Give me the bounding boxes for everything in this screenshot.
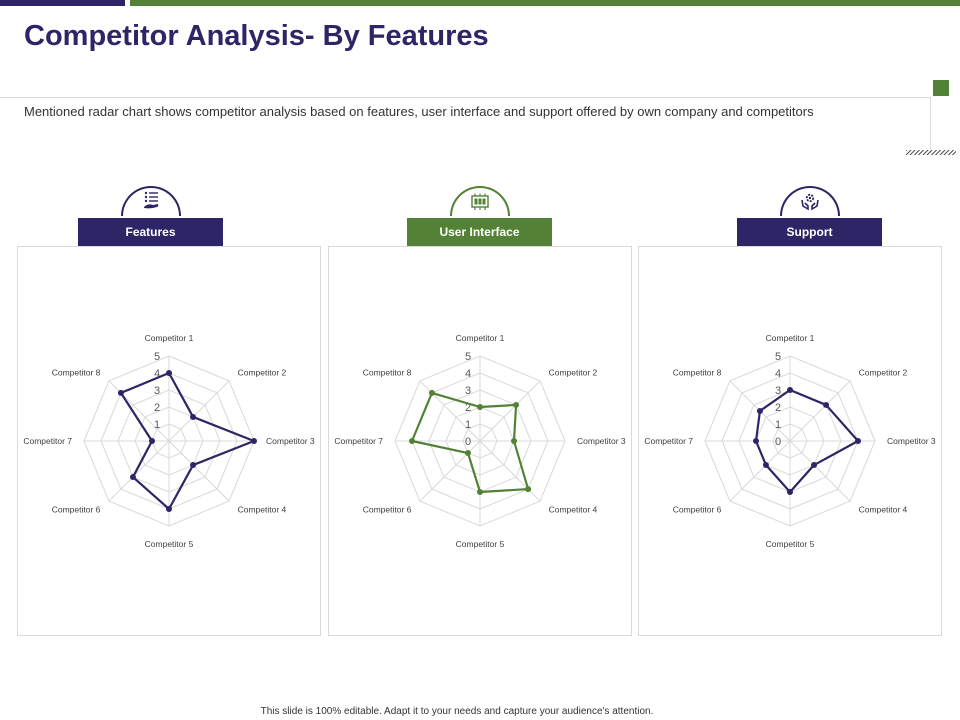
radar-tick-label: 1 [154, 419, 160, 431]
radar-category-label: Competitor 8 [363, 367, 412, 377]
page-title: Competitor Analysis- By Features [24, 20, 489, 52]
radar-data-point [753, 438, 759, 444]
radar-category-label: Competitor 5 [456, 539, 505, 549]
radar-data-point [166, 506, 172, 512]
radar-tick-label: 3 [775, 385, 781, 397]
radar-data-point [117, 389, 124, 396]
radar-data-point [129, 474, 136, 481]
support-radar-chart: 0 1 2 3 4 5 Competitor 1 Competitor 2 Competitor… [644, 333, 936, 549]
radar-category-label: Competitor 6 [52, 505, 101, 515]
radar-category-label: Competitor 2 [238, 367, 287, 377]
radar-spoke [479, 380, 541, 442]
radar-tick-label: 2 [465, 402, 471, 414]
radar-data-point [477, 489, 483, 495]
divider-line-vertical [930, 97, 931, 149]
user-interface-chart-panel: 0 1 2 3 4 5 Competitor 1 Competitor 2 Competitor… [328, 246, 632, 636]
radar-category-label: Competitor 6 [363, 505, 412, 515]
radar-data-point [823, 401, 830, 408]
radar-spoke [729, 440, 791, 502]
radar-category-label: Competitor 2 [549, 367, 598, 377]
radar-category-label: Competitor 4 [238, 505, 287, 515]
radar-category-label: Competitor 8 [673, 367, 722, 377]
radar-tick-label: 4 [775, 368, 781, 380]
radar-data-point [428, 389, 435, 396]
radar-category-label: Competitor 8 [52, 367, 101, 377]
user-interface-label-bar: User Interface [407, 218, 552, 246]
support-hands-gear-icon [801, 193, 819, 211]
list-hand-icon [144, 191, 159, 209]
radar-tick-label: 0 [465, 436, 471, 448]
divider-line [0, 97, 930, 98]
radar-tick-label: 3 [154, 385, 160, 397]
features-chart-panel: 1 2 3 4 5 Competitor 1 Competitor 2 Competitor … [17, 246, 321, 636]
radar-tick-label: 1 [775, 419, 781, 431]
radar-category-label: Competitor 6 [673, 505, 722, 515]
radar-data-point [149, 438, 155, 444]
radar-category-label: Competitor 3 [887, 436, 936, 446]
footer-note: This slide is 100% editable. Adapt it to… [260, 706, 654, 717]
radar-data-point [464, 450, 471, 457]
radar-category-label: Competitor 2 [859, 367, 908, 377]
radar-data-point [787, 489, 793, 495]
radar-spoke [789, 380, 851, 442]
radar-category-label: Competitor 3 [577, 436, 626, 446]
radar-spoke [789, 440, 851, 502]
top-accent-bar-purple [0, 0, 125, 6]
radar-data-point [525, 486, 532, 493]
green-square-decoration [933, 80, 949, 96]
interface-screen-icon [471, 193, 489, 210]
radar-category-label: Competitor 5 [145, 539, 194, 549]
radar-category-label: Competitor 3 [266, 436, 315, 446]
user-interface-radar-chart: 0 1 2 3 4 5 Competitor 1 Competitor 2 Competitor… [334, 333, 626, 549]
top-accent-bar-green [130, 0, 960, 6]
radar-data-point [511, 438, 517, 444]
radar-data-point [811, 462, 818, 469]
radar-tick-label: 4 [154, 368, 160, 380]
radar-category-label: Competitor 7 [23, 436, 72, 446]
radar-data-point [166, 370, 172, 376]
radar-category-label: Competitor 7 [644, 436, 693, 446]
radar-spoke [168, 440, 230, 502]
radar-category-label: Competitor 4 [859, 505, 908, 515]
radar-category-label: Competitor 5 [766, 539, 815, 549]
slide-description: Mentioned radar chart shows competitor a… [24, 104, 814, 119]
radar-tick-label: 5 [465, 351, 471, 363]
radar-spoke [108, 440, 170, 502]
radar-data-point [190, 462, 197, 469]
radar-category-label: Competitor 1 [145, 333, 194, 343]
radar-tick-label: 3 [465, 385, 471, 397]
radar-category-label: Competitor 1 [766, 333, 815, 343]
radar-data-point [787, 387, 793, 393]
radar-data-point [477, 404, 483, 410]
radar-data-point [190, 413, 197, 420]
radar-spoke [168, 380, 230, 442]
support-chart-panel: 0 1 2 3 4 5 Competitor 1 Competitor 2 Competitor… [638, 246, 942, 636]
radar-data-point [513, 401, 520, 408]
radar-tick-label: 4 [465, 368, 471, 380]
radar-category-label: Competitor 4 [549, 505, 598, 515]
radar-tick-label: 5 [154, 351, 160, 363]
radar-category-label: Competitor 1 [456, 333, 505, 343]
radar-data-point [855, 438, 861, 444]
radar-data-point [409, 438, 415, 444]
radar-tick-label: 2 [775, 402, 781, 414]
features-label-bar: Features [78, 218, 223, 246]
radar-data-point [756, 407, 763, 414]
hatch-decoration [906, 150, 956, 155]
radar-data-point [251, 438, 257, 444]
radar-data-point [762, 462, 769, 469]
support-label-bar: Support [737, 218, 882, 246]
radar-tick-label: 5 [775, 351, 781, 363]
radar-tick-label: 2 [154, 402, 160, 414]
features-radar-chart: 1 2 3 4 5 Competitor 1 Competitor 2 Competitor … [23, 333, 315, 549]
radar-category-label: Competitor 7 [334, 436, 383, 446]
radar-tick-label: 1 [465, 419, 471, 431]
radar-tick-label: 0 [775, 436, 781, 448]
